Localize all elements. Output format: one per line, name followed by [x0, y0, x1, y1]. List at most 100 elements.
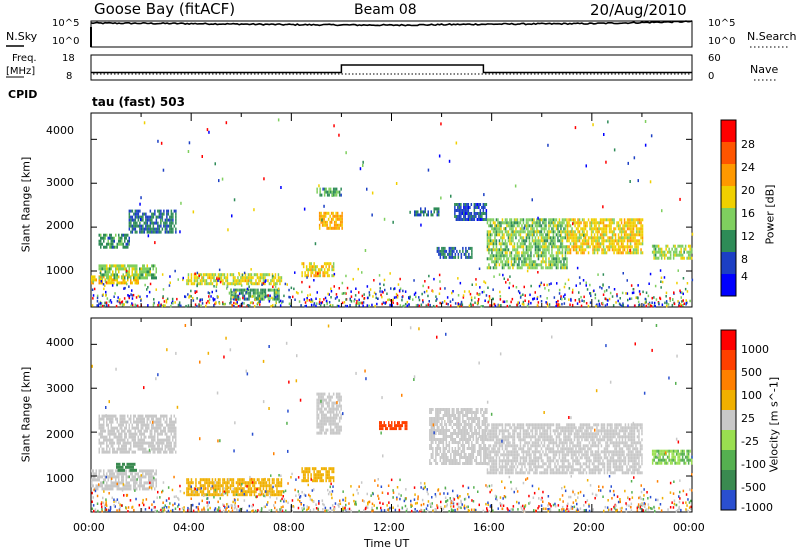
nave-tick-bottom: 0	[708, 71, 715, 82]
power-region-2	[98, 233, 130, 249]
velocity-cbar-cell-7	[721, 470, 736, 490]
power-cbar-tick-16: 16	[741, 207, 755, 220]
nsearch-label: N.Search	[747, 30, 797, 43]
x-axis-label: Time UT	[364, 537, 410, 550]
velocity-cbar-cell-4	[721, 410, 736, 430]
freq-label: Freq.	[12, 53, 37, 64]
power-cbar-tick-8: 8	[741, 253, 748, 266]
power-cbar-cell-2	[721, 164, 736, 186]
velocity-cbar-tick-minus25: -25	[741, 435, 759, 448]
velocity-cbar-tick-minus100: -100	[741, 458, 766, 471]
power-ytick-1000: 1000	[46, 264, 74, 277]
velocity-cbar-tick-100: 100	[741, 389, 762, 402]
freq-tick-bottom: 8	[66, 71, 73, 82]
power-region-4	[186, 273, 283, 286]
power-ytick-4000: 4000	[46, 124, 74, 137]
nsky-tick-bottom: 10^0	[52, 36, 80, 47]
velocity-cbar-label: Velocity [m s^-1]	[767, 376, 781, 473]
power-ylabel: Slant Range [km]	[19, 156, 33, 253]
velocity-cbar-cell-3	[721, 390, 736, 410]
power-region-14	[651, 244, 693, 260]
power-region-13	[566, 218, 644, 255]
nsky-tick-top: 10^5	[52, 18, 80, 29]
power-region-12	[486, 218, 568, 270]
velocity-ytick-4000: 4000	[46, 336, 74, 349]
velocity-cbar-tick-1000: 1000	[741, 343, 769, 356]
power-cbar-tick-28: 28	[741, 138, 755, 151]
velocity-cbar-tick-500: 500	[741, 366, 762, 379]
velocity-region-5	[316, 392, 342, 435]
nsky-series-line	[90, 20, 693, 27]
velocity-ytick-1000: 1000	[46, 472, 74, 485]
velocity-ylabel: Slant Range [km]	[19, 366, 33, 463]
velocity-region-7	[429, 408, 488, 465]
power-cbar-cell-0	[721, 120, 736, 142]
freq-unit-label: [MHz]	[6, 66, 36, 77]
velocity-cbar-cell-5	[721, 430, 736, 450]
power-region-6	[301, 262, 335, 278]
velocity-region-2	[116, 462, 137, 472]
power-cbar-tick-20: 20	[741, 184, 755, 197]
xtick-0400: 04:00	[173, 521, 205, 534]
power-cbar-tick-4: 4	[741, 270, 748, 283]
velocity-ytick-2000: 2000	[46, 428, 74, 441]
power-cbar-cell-3	[721, 186, 736, 208]
cpid-label: CPID	[8, 88, 38, 101]
beam-title: Beam 08	[354, 2, 417, 18]
xtick-0000: 00:00	[73, 521, 105, 534]
freq-series-line	[91, 64, 692, 74]
freq-frame	[90, 54, 693, 81]
velocity-cbar-tick-25: 25	[741, 412, 755, 425]
velocity-region-9	[651, 449, 693, 465]
nsearch-tick-top: 10^5	[708, 18, 736, 29]
freq-tick-top: 18	[62, 53, 75, 64]
power-cbar-cell-1	[721, 142, 736, 164]
power-ytick-2000: 2000	[46, 219, 74, 232]
power-frame	[90, 112, 693, 308]
station-title: Goose Bay (fitACF)	[94, 0, 236, 18]
nsearch-tick-bottom: 10^0	[708, 36, 736, 47]
power-cbar-cell-4	[721, 208, 736, 230]
xtick-1200: 12:00	[373, 521, 405, 534]
velocity-cbar-frame	[720, 329, 737, 511]
power-cbar-tick-24: 24	[741, 161, 755, 174]
power-region-10	[436, 246, 473, 259]
cpid-text: tau (fast) 503	[92, 95, 185, 109]
velocity-region-6	[379, 421, 408, 431]
nsky-label: N.Sky	[6, 30, 38, 43]
velocity-cbar-cell-1	[721, 350, 736, 370]
velocity-cbar-cell-6	[721, 450, 736, 470]
power-region-7	[318, 211, 343, 230]
power-cbar-tick-12: 12	[741, 230, 755, 243]
power-near-range-noise	[91, 118, 694, 308]
power-cbar-frame	[720, 119, 737, 297]
velocity-region-4	[301, 467, 335, 483]
power-cbar-cell-6	[721, 252, 736, 274]
nave-label: Nave	[750, 63, 779, 76]
xtick-2000: 20:00	[573, 521, 605, 534]
power-region-3	[128, 209, 177, 234]
power-cbar-label: Power [dB]	[763, 184, 777, 245]
velocity-frame	[90, 317, 693, 513]
velocity-region-1	[98, 414, 177, 454]
velocity-cbar-cell-8	[721, 490, 736, 510]
power-region-8	[316, 187, 342, 197]
power-region-9	[414, 207, 440, 217]
power-region-11	[454, 203, 488, 221]
xtick-2400: 00:00	[673, 521, 705, 534]
velocity-region-8	[486, 423, 643, 475]
xtick-1600: 16:00	[473, 521, 505, 534]
power-cbar-cell-7	[721, 274, 736, 296]
date-title: 20/Aug/2010	[590, 1, 687, 19]
velocity-cbar-cell-0	[721, 330, 736, 350]
velocity-cbar-tick-minus500: -500	[741, 481, 766, 494]
velocity-ytick-3000: 3000	[46, 382, 74, 395]
power-region-1	[98, 264, 157, 280]
power-ytick-3000: 3000	[46, 176, 74, 189]
nave-tick-top: 60	[708, 53, 721, 64]
velocity-cbar-cell-2	[721, 370, 736, 390]
xtick-0800: 08:00	[273, 521, 305, 534]
power-cbar-cell-5	[721, 230, 736, 252]
velocity-cbar-tick-minus1000: -1000	[741, 501, 773, 514]
